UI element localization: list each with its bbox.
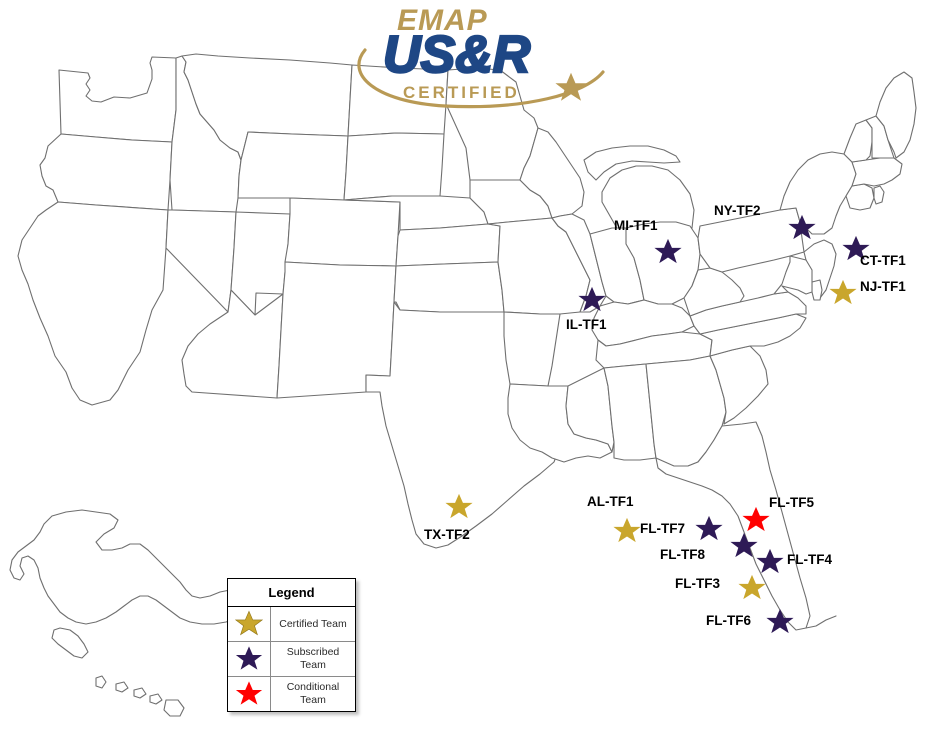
team-marker-fl-tf7[interactable]	[694, 514, 724, 544]
team-label-fl-tf8: FL-TF8	[660, 547, 705, 562]
legend-row-subscribed: Subscribed Team	[228, 641, 355, 677]
logo-certified-text: CERTIFIED	[403, 83, 520, 102]
team-marker-ct-tf1[interactable]	[841, 234, 871, 264]
team-label-fl-tf3: FL-TF3	[675, 576, 720, 591]
legend-label-conditional: Conditional Team	[286, 681, 340, 706]
team-marker-mi-tf1[interactable]	[653, 237, 683, 267]
team-label-fl-tf7: FL-TF7	[640, 521, 685, 536]
team-marker-il-tf1[interactable]	[577, 285, 607, 315]
gold-star-icon	[235, 610, 263, 636]
star-icon	[578, 286, 606, 312]
team-marker-fl-tf5[interactable]	[741, 505, 771, 535]
legend-swatch-conditional	[228, 676, 271, 711]
star-icon	[738, 574, 766, 600]
team-label-fl-tf5: FL-TF5	[769, 495, 814, 510]
team-label-al-tf1: AL-TF1	[587, 494, 634, 509]
team-label-mi-tf1: MI-TF1	[614, 218, 658, 233]
team-marker-fl-tf6[interactable]	[765, 607, 795, 637]
emap-usr-certified-logo: EMAP US&R CERTIFIED	[335, 2, 615, 110]
logo-usr-text: US&R	[383, 26, 531, 84]
legend-swatch-subscribed	[228, 641, 271, 677]
legend-title: Legend	[228, 579, 355, 607]
team-marker-fl-tf8[interactable]	[729, 531, 759, 561]
team-marker-fl-tf4[interactable]	[755, 547, 785, 577]
team-marker-al-tf1[interactable]	[612, 516, 642, 546]
legend-table: Legend Certified Team	[228, 579, 355, 711]
star-icon	[842, 235, 870, 261]
team-label-ct-tf1: CT-TF1	[860, 253, 906, 268]
star-icon	[445, 493, 473, 519]
star-icon	[766, 608, 794, 634]
star-icon	[788, 214, 816, 240]
team-marker-tx-tf2[interactable]	[444, 492, 474, 522]
team-marker-nj-tf1[interactable]	[828, 278, 858, 308]
legend-title-row: Legend	[228, 579, 355, 607]
legend-box: Legend Certified Team	[227, 578, 356, 712]
star-icon	[613, 517, 641, 543]
team-label-tx-tf2: TX-TF2	[424, 527, 470, 542]
legend-row-conditional: Conditional Team	[228, 676, 355, 711]
legend-swatch-certified	[228, 606, 271, 642]
team-marker-fl-tf3[interactable]	[737, 573, 767, 603]
legend-label-subscribed: Subscribed Team	[270, 641, 355, 677]
star-icon	[829, 279, 857, 305]
star-icon	[695, 515, 723, 541]
star-icon	[730, 532, 758, 558]
team-label-nj-tf1: NJ-TF1	[860, 279, 906, 294]
team-marker-ny-tf2[interactable]	[787, 213, 817, 243]
state-outlines	[9, 53, 917, 717]
team-label-fl-tf6: FL-TF6	[706, 613, 751, 628]
red-star-icon	[235, 681, 263, 705]
legend-label-certified: Certified Team	[270, 606, 355, 642]
gold-star-icon	[555, 72, 587, 101]
team-label-fl-tf4: FL-TF4	[787, 552, 832, 567]
star-icon	[756, 548, 784, 574]
star-icon	[654, 238, 682, 264]
purple-star-icon	[235, 646, 263, 670]
team-label-il-tf1: IL-TF1	[566, 317, 607, 332]
logo-emap-text: EMAP	[397, 4, 488, 37]
legend-row-certified: Certified Team	[228, 606, 355, 642]
team-label-ny-tf2: NY-TF2	[714, 203, 761, 218]
star-icon	[742, 506, 770, 532]
